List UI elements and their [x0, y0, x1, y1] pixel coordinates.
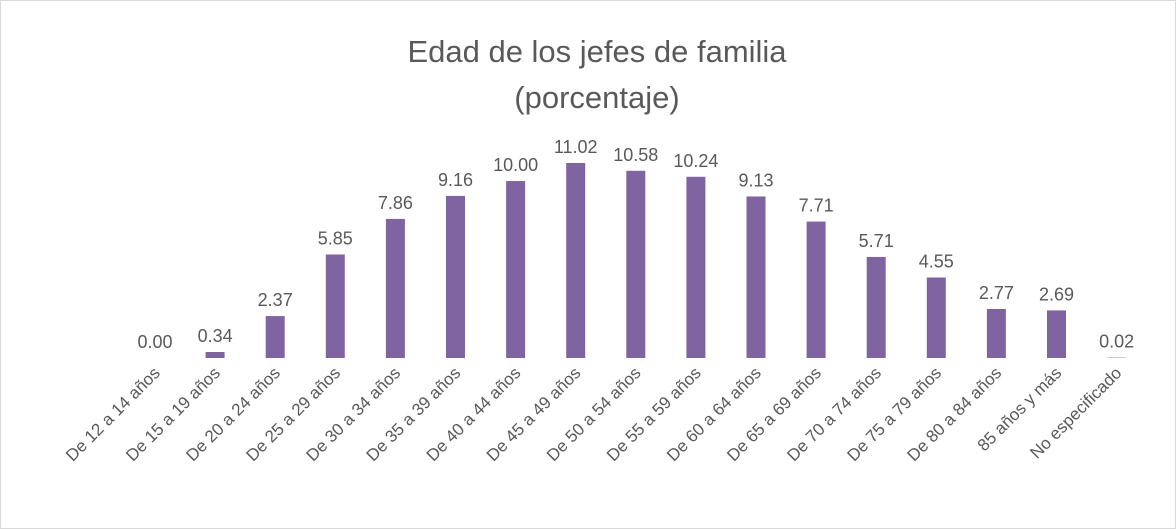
value-label: 2.69 — [1039, 284, 1074, 304]
bar — [506, 181, 526, 358]
bar — [806, 221, 826, 358]
value-label: 2.77 — [979, 283, 1014, 303]
bar — [686, 176, 706, 358]
value-label: 10.58 — [613, 145, 658, 165]
value-label: 0.02 — [1099, 332, 1134, 352]
bar — [1047, 310, 1066, 358]
value-label: 2.37 — [258, 290, 293, 310]
value-label: 9.16 — [438, 170, 473, 190]
value-label: 4.55 — [919, 251, 954, 271]
value-label: 11.02 — [554, 137, 598, 157]
value-label: 10.24 — [673, 151, 718, 171]
value-label: 7.86 — [378, 193, 413, 213]
value-label: 0.00 — [137, 332, 172, 352]
value-label: 10.00 — [493, 155, 538, 175]
chart-title: (porcentaje) — [514, 80, 679, 115]
bar — [385, 218, 405, 358]
value-label: 5.71 — [859, 231, 894, 251]
bar — [446, 195, 465, 358]
value-label: 5.85 — [318, 228, 353, 248]
value-label: 7.71 — [799, 196, 834, 216]
value-label: 9.13 — [738, 170, 773, 190]
bar — [205, 351, 225, 358]
chart-title: Edad de los jefes de familia — [407, 34, 787, 69]
bar — [325, 254, 345, 358]
bar — [926, 277, 946, 358]
bar — [746, 196, 766, 358]
bar — [986, 308, 1006, 358]
value-label: 0.34 — [198, 326, 233, 346]
bar — [866, 256, 886, 358]
bar — [626, 170, 646, 358]
bar — [566, 163, 586, 358]
bar — [265, 316, 285, 358]
